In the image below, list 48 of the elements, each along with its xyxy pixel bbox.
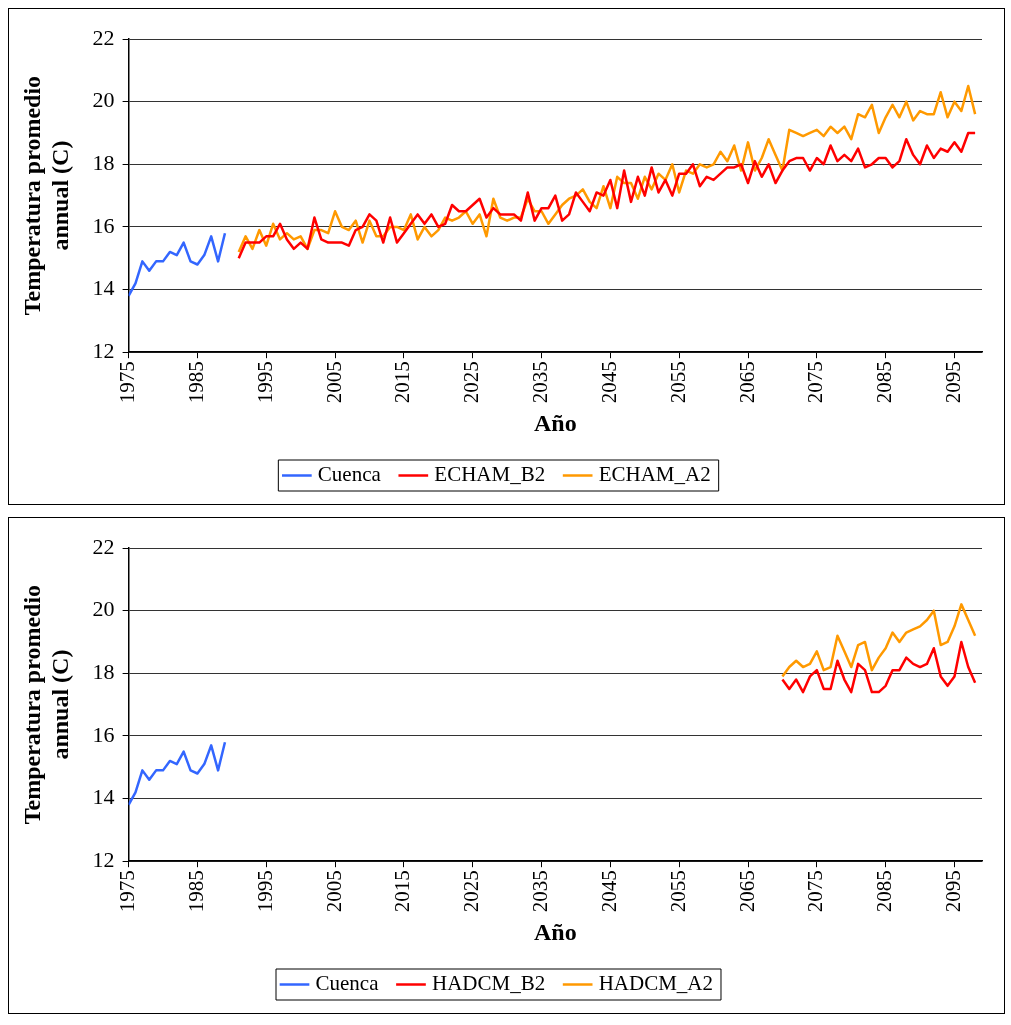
x-tick-label: 2055 — [665, 870, 690, 913]
x-tick-label: 1985 — [183, 361, 208, 404]
y-tick-label: 22 — [92, 24, 115, 50]
y-tick-label: 16 — [92, 721, 115, 747]
y-tick-label: 16 — [92, 212, 115, 238]
y-tick-label: 14 — [92, 275, 115, 301]
x-tick-label: 2075 — [803, 870, 828, 913]
x-tick-label: 2095 — [940, 361, 965, 404]
x-axis-title: Año — [533, 918, 577, 945]
y-tick-label: 14 — [92, 784, 115, 810]
y-tick-label: 12 — [92, 846, 115, 872]
x-tick-label: 2095 — [940, 870, 965, 913]
x-tick-label: 1985 — [183, 870, 208, 913]
x-tick-label: 2045 — [596, 870, 621, 913]
y-tick-label: 20 — [92, 596, 115, 622]
legend-label: Cuenca — [315, 971, 380, 996]
x-tick-label: 2025 — [459, 870, 484, 913]
x-tick-label: 2065 — [734, 361, 759, 404]
x-tick-label: 2085 — [872, 870, 897, 913]
x-tick-label: 2035 — [528, 870, 553, 913]
y-axis-title: Temperatura promedio annual (C) — [18, 584, 74, 825]
x-tick-label: 2025 — [459, 361, 484, 404]
y-tick-label: 20 — [92, 87, 115, 113]
x-tick-label: 2015 — [390, 870, 415, 913]
legend-label: HADCM_A2 — [598, 971, 713, 996]
x-tick-label: 2055 — [665, 361, 690, 404]
x-axis-title: Año — [533, 409, 577, 436]
y-tick-label: 18 — [92, 659, 115, 685]
x-tick-label: 2065 — [734, 870, 759, 913]
x-tick-label: 1995 — [252, 361, 277, 404]
x-tick-label: 2045 — [596, 361, 621, 404]
x-tick-label: 2015 — [390, 361, 415, 404]
y-tick-label: 18 — [92, 150, 115, 176]
y-axis-title: Temperatura promedio annual (C) — [18, 75, 74, 316]
x-tick-label: 2075 — [803, 361, 828, 404]
y-tick-label: 22 — [92, 533, 115, 559]
x-tick-label: 2005 — [321, 361, 346, 404]
x-tick-label: 2085 — [872, 361, 897, 404]
legend-label: Cuenca — [317, 462, 382, 487]
x-tick-label: 2035 — [528, 361, 553, 404]
x-tick-label: 1995 — [252, 870, 277, 913]
legend-label: ECHAM_B2 — [434, 462, 546, 487]
x-tick-label: 1975 — [115, 361, 140, 404]
x-tick-label: 2005 — [321, 870, 346, 913]
x-tick-label: 1975 — [115, 870, 140, 913]
legend-label: ECHAM_A2 — [598, 462, 711, 487]
y-tick-label: 12 — [92, 337, 115, 363]
legend-label: HADCM_B2 — [431, 971, 546, 996]
